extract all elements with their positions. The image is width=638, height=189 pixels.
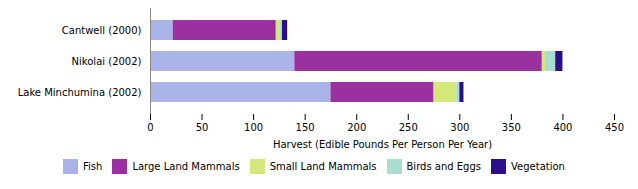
html-text:Small Land Mammals: Small Land Mammals — [269, 161, 377, 172]
svg-text:100: 100 — [244, 122, 263, 133]
svg-text:Cantwell (2000): Cantwell (2000) — [62, 25, 142, 36]
svg-text:50: 50 — [196, 122, 209, 133]
svg-text:200: 200 — [347, 122, 366, 133]
svg-text:150: 150 — [296, 122, 315, 133]
svg-text:300: 300 — [450, 122, 469, 133]
html-text:Large Land Mammals: Large Land Mammals — [132, 161, 240, 172]
svg-text:400: 400 — [553, 122, 572, 133]
svg-text:250: 250 — [399, 122, 418, 133]
html-text:Fish: Fish — [83, 161, 103, 172]
svg-text:Nikolai (2002): Nikolai (2002) — [72, 56, 142, 67]
html-text:Birds and Eggs: Birds and Eggs — [406, 161, 481, 172]
svg-text:350: 350 — [502, 122, 521, 133]
html-text:Vegetation: Vegetation — [511, 161, 565, 172]
svg-text:450: 450 — [605, 122, 624, 133]
svg-text:0: 0 — [147, 122, 153, 133]
svg-text:Lake Minchumina (2002): Lake Minchumina (2002) — [18, 87, 142, 98]
svg-text:Harvest (Edible Pounds Per Per: Harvest (Edible Pounds Per Person Per Ye… — [273, 139, 492, 150]
